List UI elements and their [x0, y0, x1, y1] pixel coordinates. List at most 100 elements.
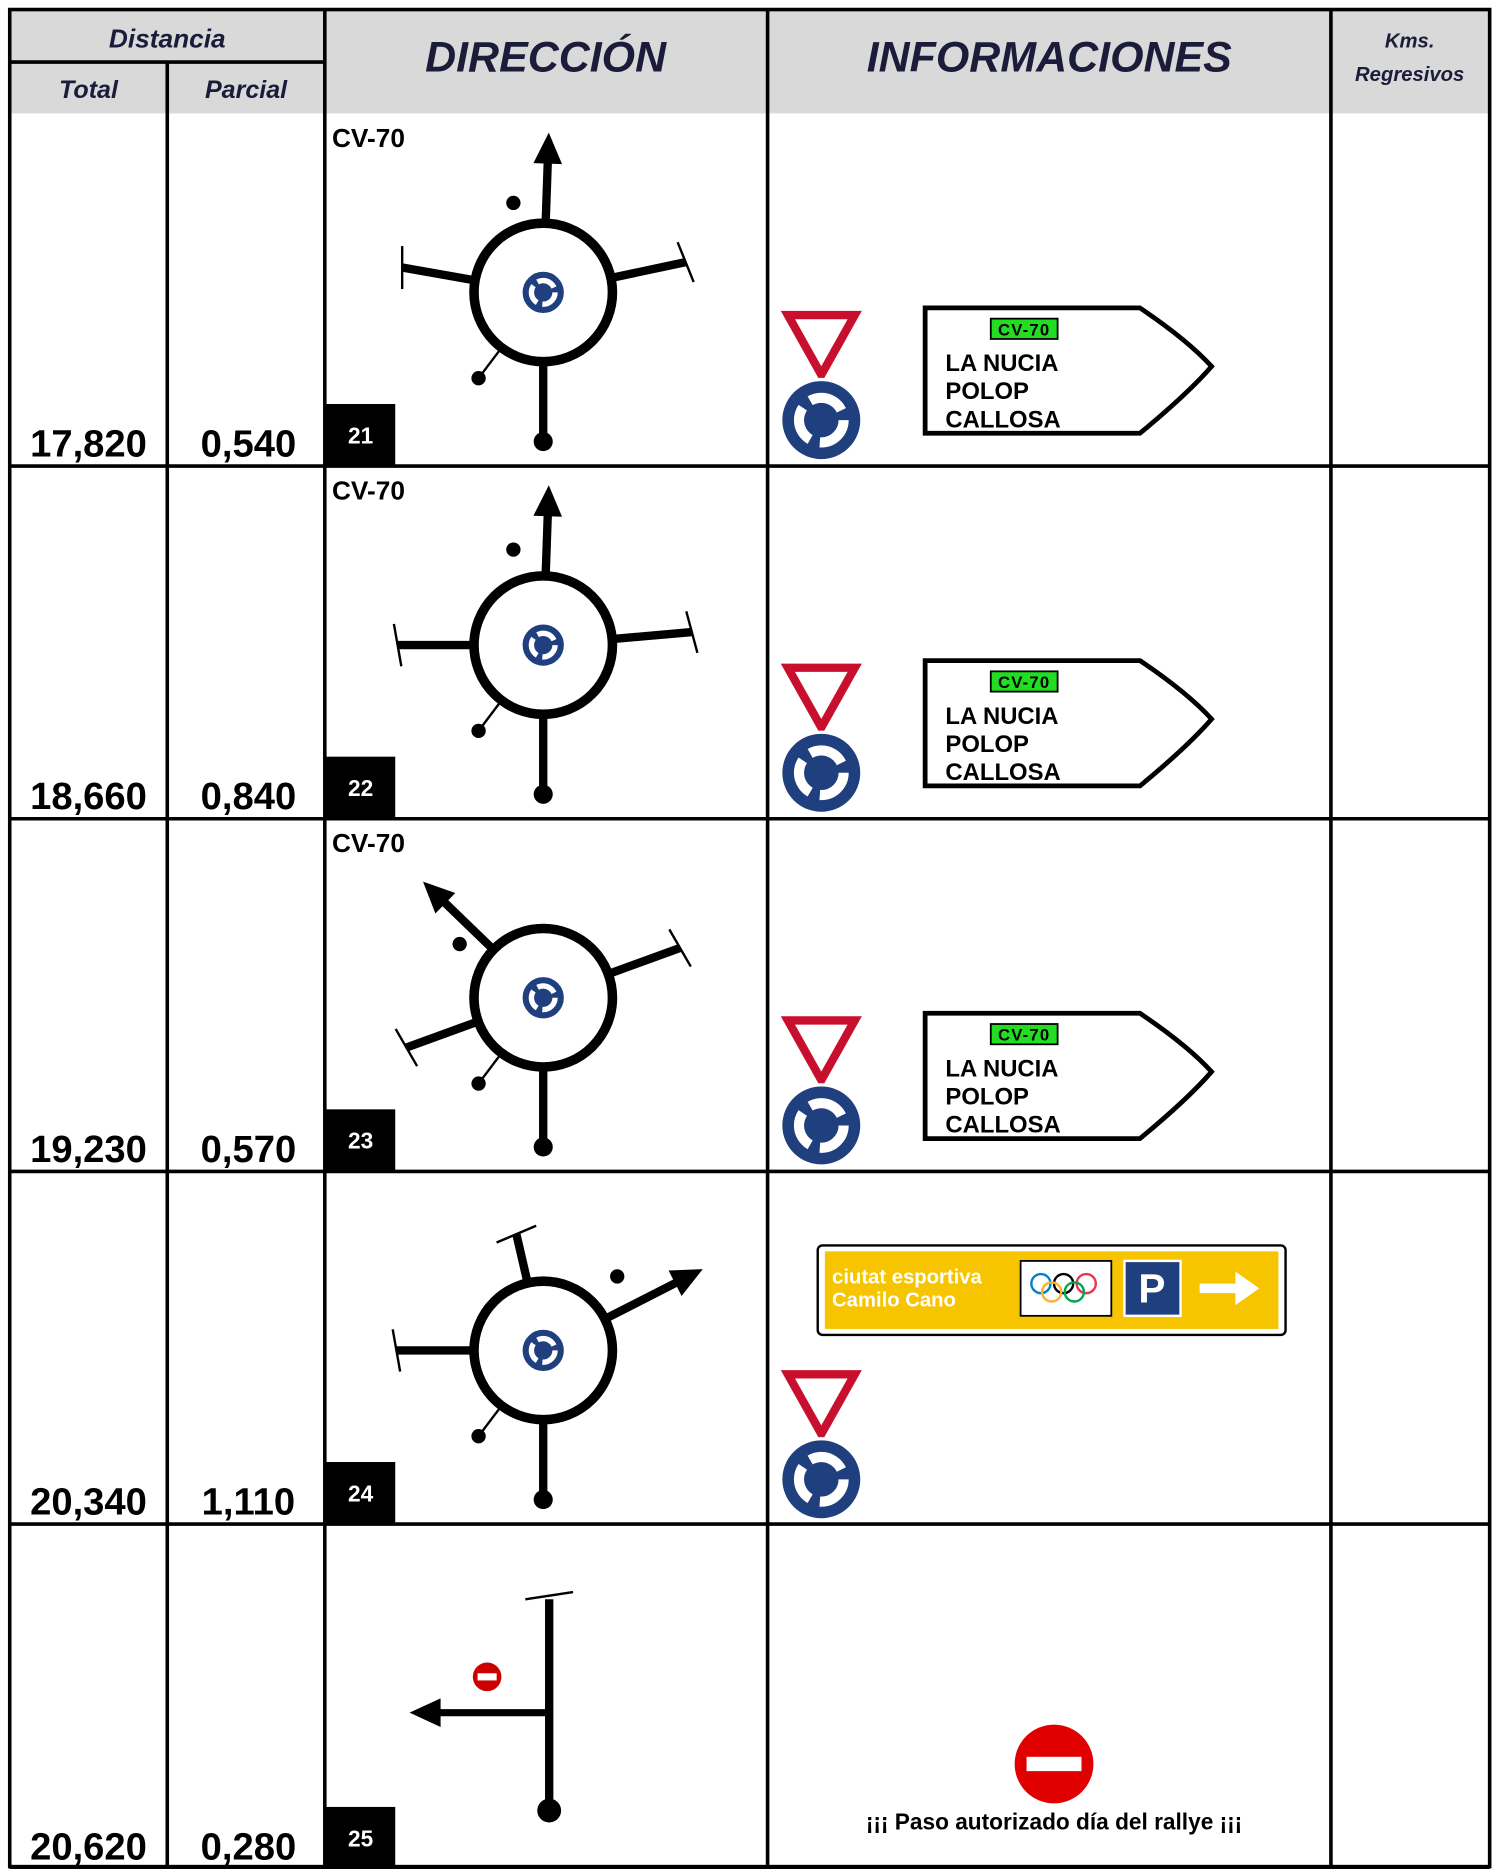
sign-line: CALLOSA	[945, 1112, 1060, 1139]
number: 25	[348, 1825, 373, 1851]
sign-line: CALLOSA	[945, 406, 1060, 433]
roundabout-sign-ring	[793, 392, 849, 448]
number: 22	[348, 775, 373, 801]
roundabout-sign	[520, 975, 566, 1021]
number: 21	[348, 422, 373, 448]
arrow-head	[533, 485, 563, 517]
panel-line: Camilo Cano	[832, 1289, 956, 1311]
yield-sign	[780, 1370, 862, 1443]
road	[541, 158, 553, 224]
parcial: 0,280	[201, 1825, 297, 1868]
road	[603, 1277, 682, 1323]
roundabout-sign-ring	[528, 1335, 558, 1365]
roundabout-sign	[520, 270, 566, 315]
marker-dot	[452, 936, 467, 952]
total: 19,230	[30, 1128, 147, 1171]
route: CV-70	[998, 320, 1050, 339]
spur-dot	[471, 1429, 486, 1444]
roundabout-sign-ring	[793, 1098, 849, 1153]
header-kms: Kms.	[1385, 31, 1435, 53]
arrow-head	[409, 1698, 441, 1727]
parcial: 0,840	[201, 775, 297, 818]
number: 24	[348, 1480, 374, 1506]
road-tick	[685, 611, 699, 654]
start-dot	[533, 784, 553, 804]
total: 20,620	[30, 1825, 147, 1868]
header-distancia: Distancia	[109, 24, 226, 54]
road	[606, 944, 682, 979]
roundabout-sign	[779, 377, 864, 463]
sign-line: LA NUCIA	[945, 1056, 1058, 1083]
sign-line: LA NUCIA	[945, 703, 1058, 730]
roundabout-sign	[779, 730, 864, 815]
row: 19,230 0,570 CV-70 23 CV-70 LA NUCIAPOLOPCALL…	[9, 828, 1490, 1174]
parcial: 0,570	[201, 1128, 297, 1171]
roundabout-sign-ring	[793, 745, 849, 801]
no-entry-bar	[1026, 1756, 1082, 1772]
spur-dot	[471, 1076, 486, 1091]
row: 17,820 0,540 CV-70 21 CV-70 LA NUCIAPOLOPCALL…	[9, 123, 1490, 468]
road	[401, 263, 476, 285]
roundabout-sign-ring	[793, 1451, 849, 1507]
roundabout-sign	[520, 622, 566, 668]
panel-line: ciutat esportiva	[832, 1267, 983, 1289]
roundabout-sign-ring	[528, 630, 558, 660]
marker-dot	[610, 1269, 625, 1284]
number-box	[326, 1109, 396, 1171]
road	[541, 511, 553, 577]
spur-dot	[471, 723, 486, 739]
road-tick	[668, 928, 692, 968]
header-parcial: Parcial	[205, 76, 288, 104]
road-tick	[391, 1329, 402, 1372]
parcial: 1,110	[202, 1481, 295, 1524]
sign-line: CALLOSA	[945, 759, 1060, 786]
parcial: 0,540	[201, 423, 297, 466]
road	[610, 258, 687, 283]
number-box	[326, 1462, 396, 1523]
start-dot	[533, 1490, 553, 1510]
start-dot	[533, 1137, 553, 1157]
olympic-ring	[1040, 1281, 1063, 1303]
number-box	[326, 1806, 396, 1868]
road	[404, 1017, 480, 1052]
start-dot	[537, 1798, 562, 1823]
sign-line: POLOP	[945, 731, 1029, 758]
route-box	[989, 317, 1059, 340]
header-kms: Regresivos	[1355, 64, 1464, 86]
road-tick	[392, 623, 403, 667]
road-tick	[676, 241, 695, 283]
arrow-head	[668, 1269, 703, 1297]
parking-box	[1123, 1259, 1182, 1318]
road	[611, 627, 693, 644]
parking: P	[1138, 1266, 1165, 1312]
road-label: CV-70	[332, 828, 405, 858]
marker-dot	[506, 542, 521, 557]
arrow-head	[423, 881, 456, 914]
spur-dot	[471, 371, 486, 386]
roundabout-sign-ring	[528, 983, 558, 1013]
row: 18,660 0,840 CV-70 22 CV-70 LA NUCIAPOLOPCALL…	[9, 475, 1490, 821]
row: 20,620 0,280 25 ¡¡¡ Paso autorizado día del…	[9, 1590, 1490, 1869]
arrow-head	[533, 132, 563, 165]
sign-line: LA NUCIA	[945, 350, 1058, 377]
panel-arrow	[1199, 1271, 1260, 1306]
number-box	[326, 403, 396, 465]
road-tick	[394, 1028, 419, 1067]
route-box	[989, 670, 1059, 693]
total: 18,660	[30, 775, 147, 818]
total: 20,340	[30, 1481, 147, 1524]
grid	[7, 7, 1492, 1869]
start-dot	[533, 432, 553, 452]
olympic-ring	[1063, 1281, 1086, 1303]
notice: ¡¡¡ Paso autorizado día del rallye ¡¡¡	[866, 1809, 1242, 1835]
roundabout-sign	[779, 1083, 864, 1168]
olympic-box	[1019, 1260, 1113, 1317]
route: CV-70	[998, 1026, 1050, 1045]
sign-line: POLOP	[945, 1084, 1029, 1111]
road	[439, 896, 497, 953]
route: CV-70	[998, 673, 1050, 692]
number: 23	[348, 1128, 373, 1154]
header-informaciones: INFORMACIONES	[867, 34, 1232, 82]
